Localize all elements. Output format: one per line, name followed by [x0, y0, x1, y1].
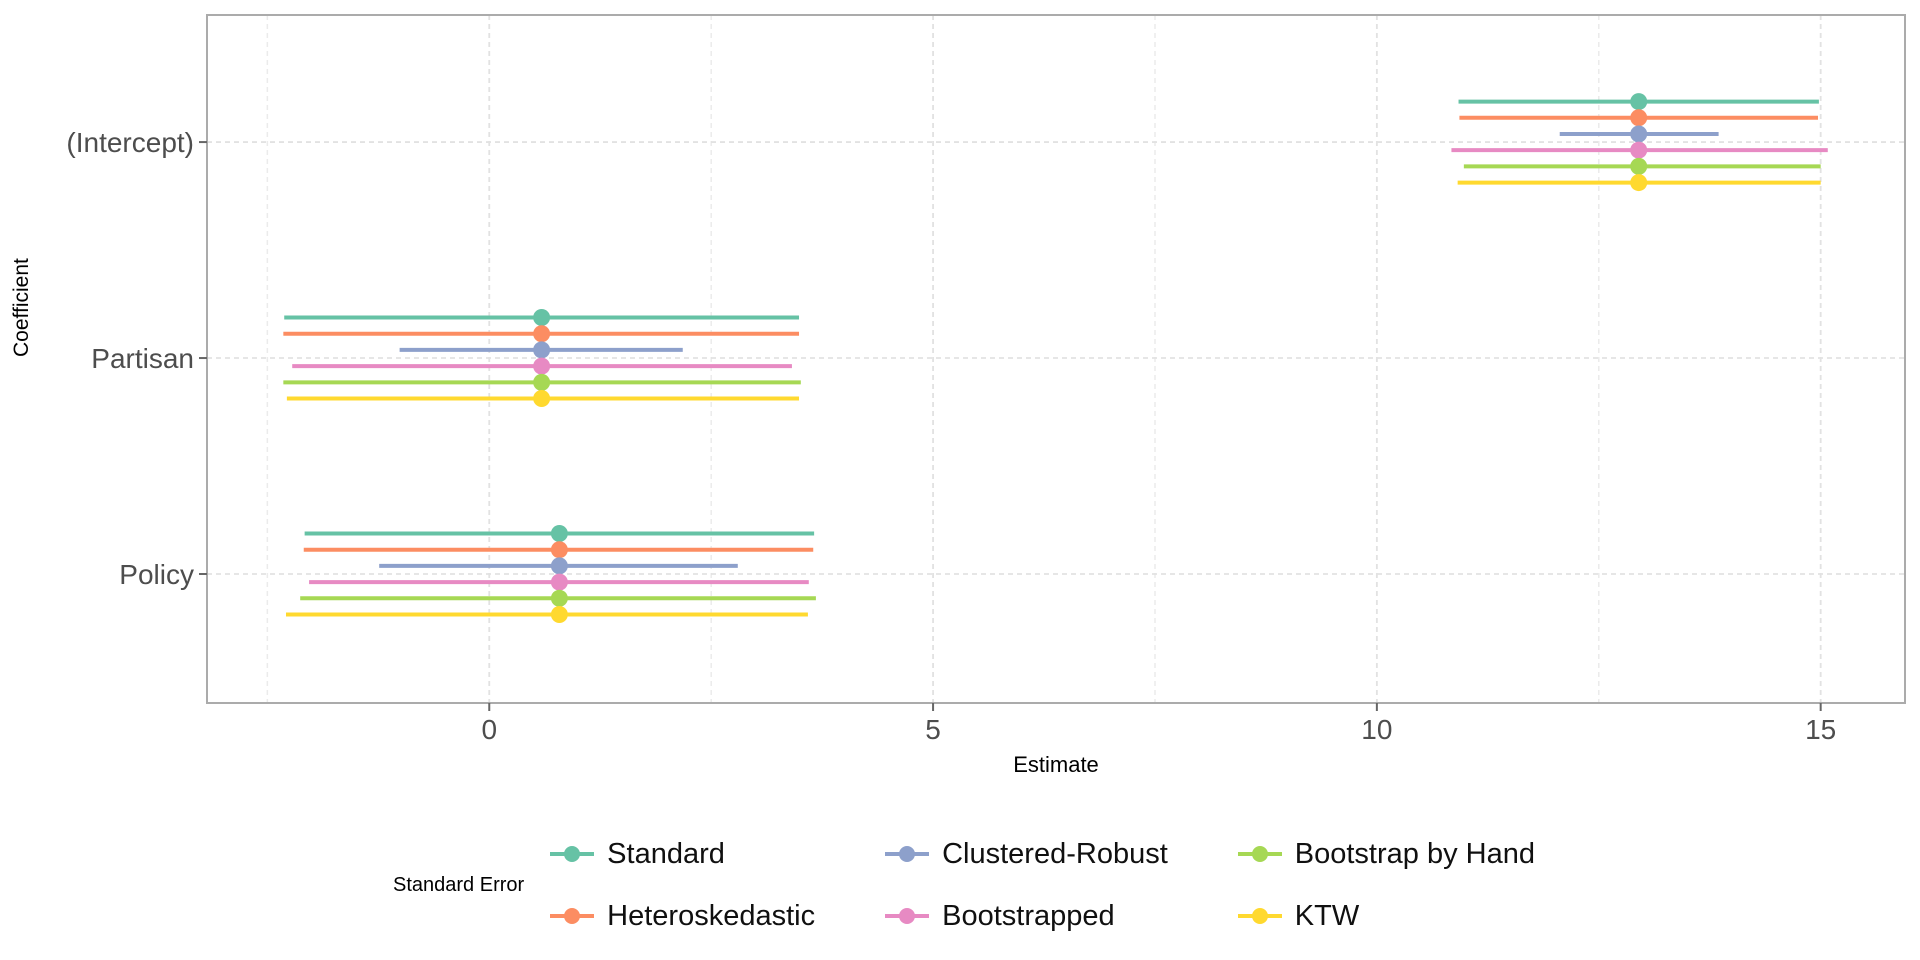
legend-label: Bootstrapped: [942, 899, 1115, 932]
legend-key-dot: [899, 908, 916, 924]
legend-key: [885, 906, 930, 926]
point-estimate-dot: [550, 606, 568, 623]
y-axis-tick-labels: (Intercept) Partisan Policy: [66, 127, 194, 590]
x-tick-label: 15: [1805, 714, 1836, 745]
legend-key-dot: [899, 846, 916, 862]
x-tick-label: 5: [925, 714, 941, 745]
legend-label: Clustered-Robust: [942, 837, 1168, 870]
legend-label: Standard: [607, 837, 725, 870]
plot-panel: 0 5 10 15 (Intercept) Partisan Policy: [66, 14, 1906, 745]
point-estimate-dot: [1630, 141, 1648, 159]
legend-label: Bootstrap by Hand: [1294, 837, 1535, 870]
point-estimate-dot: [550, 525, 568, 542]
legend-key-dot: [1251, 846, 1268, 862]
legend-title: Standard Error: [393, 873, 525, 896]
point-estimate-dot: [533, 373, 551, 391]
point-estimate-dot: [550, 541, 568, 559]
x-axis-title: Estimate: [1013, 752, 1099, 777]
legend-item-standard: Standard: [550, 838, 815, 871]
legend: Standard Error Standard Heteroskedastic: [393, 823, 1535, 947]
x-tick-label: 0: [481, 714, 497, 745]
legend-label: Heteroskedastic: [607, 899, 816, 932]
series-layer: [283, 93, 1828, 623]
legend-label: KTW: [1294, 899, 1360, 932]
point-estimate-dot: [550, 589, 568, 607]
point-estimate-dot: [533, 357, 551, 375]
point-estimate-dot: [533, 325, 551, 343]
legend-item-clustered-robust: Clustered-Robust: [885, 838, 1168, 871]
legend-item-ktw: KTW: [1237, 899, 1535, 933]
point-estimate-dot: [550, 557, 568, 575]
legend-key: [1237, 906, 1282, 926]
axis-tick-marks: [199, 141, 1822, 711]
legend-item-bootstrapped: Bootstrapped: [885, 900, 1168, 933]
legend-key-dot: [564, 908, 581, 924]
point-estimate-dot: [533, 390, 551, 408]
point-estimate-dot: [1630, 109, 1648, 127]
point-estimate-dot: [533, 309, 551, 327]
legend-key: [1237, 844, 1282, 864]
legend-key: [885, 844, 930, 864]
x-tick-label: 10: [1361, 714, 1392, 745]
y-tick-label: Policy: [119, 559, 194, 590]
legend-key-dot: [1251, 908, 1268, 924]
legend-item-bootstrap-by-hand: Bootstrap by Hand: [1237, 837, 1535, 871]
point-estimate-dot: [1630, 157, 1648, 175]
legend-grid: Standard Heteroskedastic Clustered-Robus…: [550, 823, 1535, 947]
point-estimate-dot: [1630, 125, 1648, 143]
point-estimate-dot: [1630, 174, 1648, 192]
legend-item-heteroskedastic: Heteroskedastic: [550, 900, 815, 933]
y-tick-label: (Intercept): [66, 127, 194, 158]
legend-key: [550, 844, 595, 864]
legend-key: [550, 906, 595, 926]
x-axis-tick-labels: 0 5 10 15: [481, 714, 1836, 745]
point-estimate-dot: [550, 573, 568, 591]
y-tick-label: Partisan: [91, 343, 194, 374]
gridlines-minor: [266, 15, 1600, 703]
point-estimate-dot: [533, 341, 551, 359]
point-estimate-dot: [1630, 93, 1648, 111]
legend-key-dot: [564, 846, 581, 862]
gridlines-major: [207, 15, 1905, 703]
